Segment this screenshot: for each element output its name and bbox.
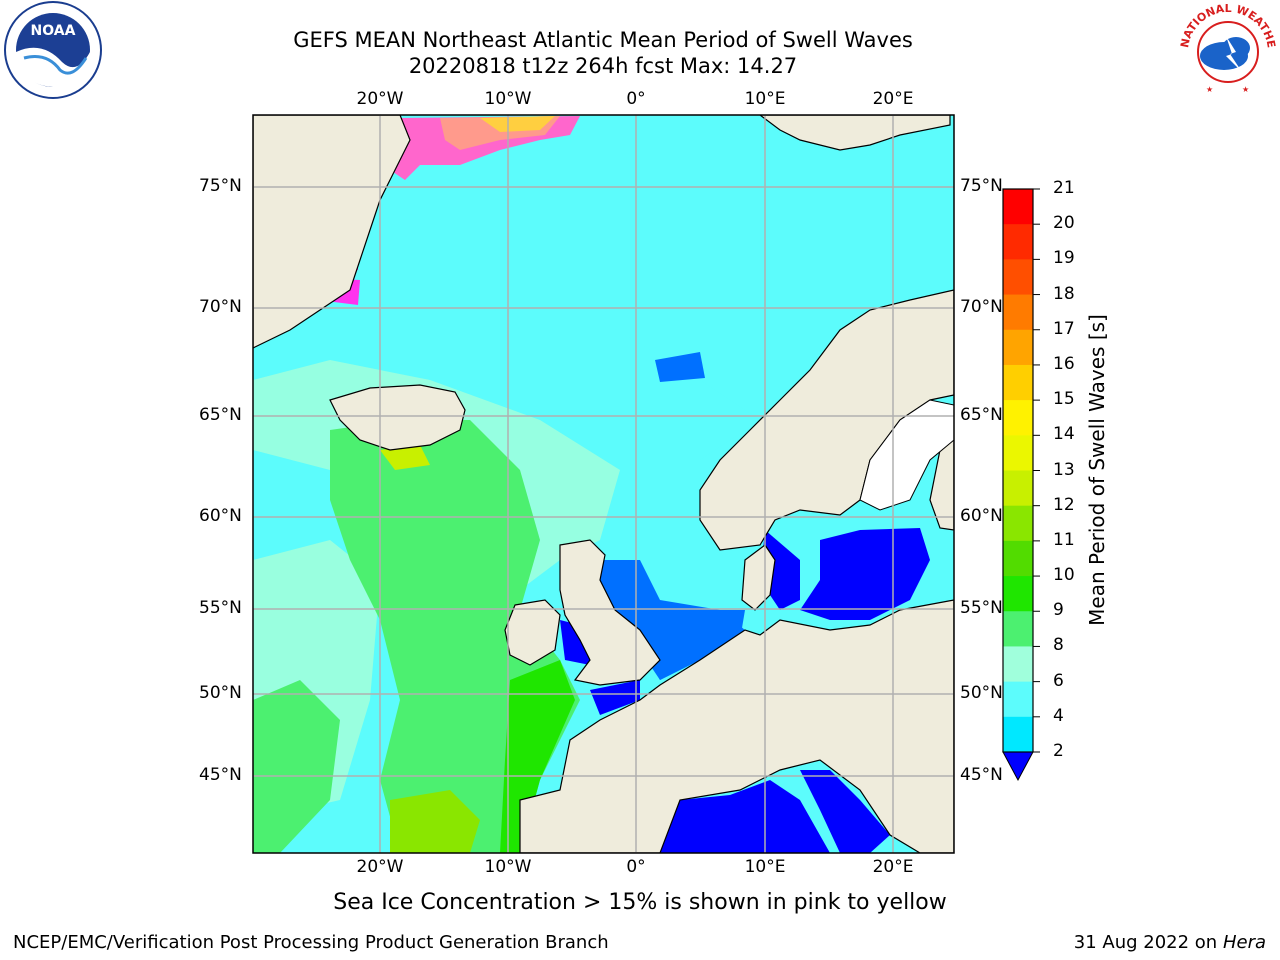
lat-label-left-75: 75°N	[199, 176, 242, 196]
lon-label-top-10w: 10°W	[484, 89, 532, 109]
credit-text: NCEP/EMC/Verification Post Processing Pr…	[13, 932, 609, 953]
colorbar-title: Mean Period of Swell Waves [s]	[1085, 314, 1109, 626]
colorbar-tick-label: 9	[1053, 600, 1064, 621]
colorbar-segment	[1003, 364, 1033, 401]
run-date: 31 Aug 2022 on Hera	[1074, 932, 1266, 953]
lon-label-bottom-10e: 10°E	[744, 857, 786, 877]
colorbar-tick-label: 15	[1053, 389, 1075, 410]
land-europe	[519, 599, 954, 853]
lat-label-right-50: 50°N	[960, 683, 1003, 703]
noaa-logo-text: NOAA	[31, 23, 76, 39]
lon-label-top-10e: 10°E	[744, 89, 786, 109]
map-subtitle: 20220818 t12z 264h fcst Max: 14.27	[408, 54, 798, 78]
colorbar-segment	[1003, 716, 1033, 753]
colorbar-tick-label: 14	[1053, 424, 1075, 445]
colorbar-segment	[1003, 400, 1033, 436]
colorbar-segment	[1003, 576, 1033, 612]
colorbar-tick-label: 4	[1053, 705, 1064, 726]
land-greenland	[253, 115, 411, 349]
svg-text:★: ★	[1242, 85, 1249, 94]
lon-label-top-20e: 20°E	[872, 89, 914, 109]
lon-label-bottom-0: 0°	[626, 857, 646, 877]
lon-label-top-0: 0°	[626, 89, 646, 109]
lat-label-right-65: 65°N	[960, 405, 1003, 425]
colorbar-tick-label: 8	[1053, 635, 1064, 656]
colorbar-segment	[1003, 435, 1033, 471]
map-title: GEFS MEAN Northeast Atlantic Mean Period…	[293, 28, 913, 52]
nws-logo: NATIONAL WEATHER SERVICE ★ ★	[1176, 0, 1278, 98]
lat-label-right-70: 70°N	[960, 297, 1003, 317]
sea-ice-note: Sea Ice Concentration > 15% is shown in …	[333, 890, 947, 915]
land-great-britain	[559, 539, 661, 686]
colorbar-segment	[1003, 224, 1033, 260]
colorbar-tick-label: 10	[1053, 565, 1075, 586]
colorbar-tick-label: 2	[1053, 741, 1064, 761]
lon-label-top-20w: 20°W	[356, 89, 404, 109]
colorbar-segment	[1003, 681, 1033, 718]
colorbar-segment	[1003, 259, 1033, 296]
colorbar-segment	[1003, 294, 1033, 331]
lat-label-left-45: 45°N	[199, 765, 242, 785]
colorbar-tick-label: 12	[1053, 494, 1075, 515]
run-date-text: 31 Aug 2022 on	[1073, 932, 1218, 953]
land-iceland	[329, 384, 466, 451]
colorbar-segment	[1003, 505, 1033, 542]
lat-label-right-55: 55°N	[960, 598, 1003, 618]
lon-label-bottom-20e: 20°E	[872, 857, 914, 877]
colorbar-tick-label: 11	[1053, 529, 1075, 550]
lat-label-left-50: 50°N	[199, 683, 242, 703]
colorbar	[1003, 189, 1033, 753]
colorbar-segment	[1003, 611, 1033, 647]
lat-label-left-65: 65°N	[199, 405, 242, 425]
lon-label-bottom-10w: 10°W	[484, 857, 532, 877]
host-name: Hera	[1222, 932, 1266, 953]
colorbar-under-arrow	[1002, 751, 1034, 782]
land-svalbard	[759, 115, 951, 151]
colorbar-tick-label: 21	[1053, 178, 1075, 198]
lat-label-left-70: 70°N	[199, 297, 242, 317]
colorbar-segment	[1003, 540, 1033, 577]
mediterranean-sea	[660, 780, 830, 853]
map-graticule	[253, 115, 954, 853]
lon-label-bottom-20w: 20°W	[356, 857, 404, 877]
map-frame	[252, 114, 955, 854]
svg-text:★: ★	[1206, 85, 1213, 94]
colorbar-tick-label: 16	[1053, 353, 1075, 374]
colorbar-tick-label: 6	[1053, 670, 1064, 691]
lat-label-left-55: 55°N	[199, 598, 242, 618]
lat-label-right-75: 75°N	[960, 176, 1003, 196]
land-ireland	[504, 599, 561, 666]
noaa-logo: NOAA	[4, 1, 102, 99]
colorbar-tick-label: 18	[1053, 283, 1075, 304]
colorbar-tick-label: 20	[1053, 213, 1075, 234]
colorbar-segment	[1003, 329, 1033, 366]
colorbar-tick-label: 17	[1053, 318, 1075, 339]
lat-label-right-45: 45°N	[960, 765, 1003, 785]
baltic-sea	[800, 528, 930, 620]
lat-label-right-60: 60°N	[960, 506, 1003, 526]
colorbar-segment	[1003, 470, 1033, 507]
colorbar-tick-label: 13	[1053, 459, 1075, 480]
colorbar-segment	[1003, 189, 1033, 225]
colorbar-tick-label: 19	[1053, 248, 1075, 269]
lat-label-left-60: 60°N	[199, 506, 242, 526]
colorbar-segment	[1003, 646, 1033, 683]
